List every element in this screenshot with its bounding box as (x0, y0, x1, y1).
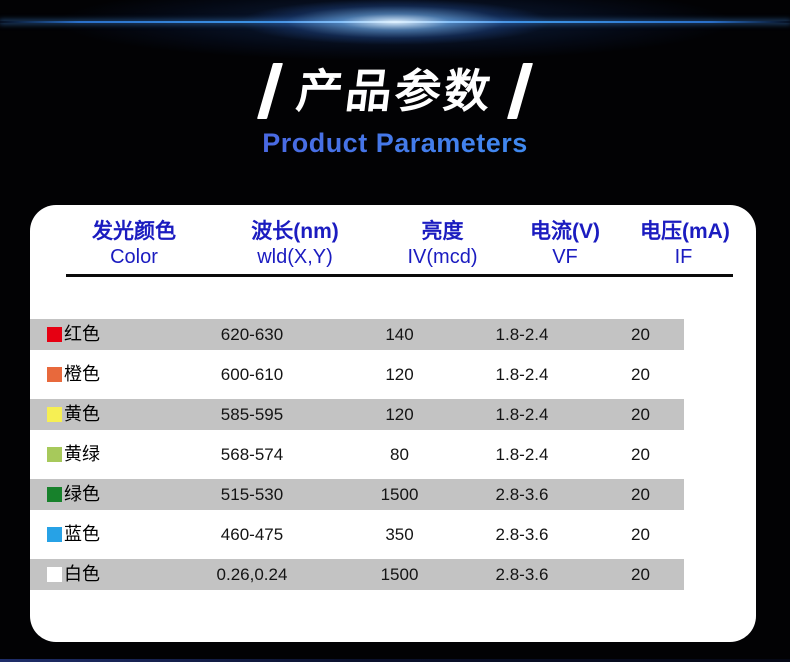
slash-right-icon (506, 63, 534, 119)
parameters-panel: 发光颜色 Color 波长(nm) wld(X,Y) 亮度 IV(mcd) 电流… (30, 205, 756, 642)
color-swatch (47, 527, 62, 542)
table-row: 橙色 600-610 120 1.8-2.4 20 (30, 359, 684, 390)
column-header-en: IV(mcd) (407, 246, 478, 268)
wavelength-cell: 585-595 (220, 405, 284, 424)
color-swatch (47, 487, 62, 502)
slash-left-icon (256, 63, 284, 119)
table-column-header: 电流(V) VF (490, 219, 640, 270)
table-row: 蓝色 460-475 350 2.8-3.6 20 (30, 519, 684, 550)
current-cell: 1.8-2.4 (495, 405, 549, 424)
wavelength-cell: 568-574 (220, 445, 284, 464)
color-cell: 绿色 (30, 479, 152, 510)
color-cell: 橙色 (30, 359, 152, 390)
table-row: 绿色 515-530 1500 2.8-3.6 20 (30, 479, 684, 510)
column-header-cn: 电流(V) (530, 220, 600, 243)
column-header-cn: 发光颜色 (92, 220, 176, 243)
wavelength-cell: 515-530 (220, 485, 284, 504)
color-swatch (47, 327, 62, 342)
color-cell: 黄绿 (30, 439, 152, 470)
section-title: 产品参数 (0, 60, 790, 122)
color-label: 黄绿 (64, 444, 100, 464)
table-column-header: 发光颜色 Color (73, 219, 195, 270)
voltage-cell: 20 (631, 405, 650, 424)
wavelength-cell: 600-610 (220, 365, 284, 384)
column-header-cn: 波长(nm) (251, 220, 339, 243)
color-label: 绿色 (64, 484, 100, 504)
current-cell: 1.8-2.4 (495, 445, 549, 464)
column-header-en: Color (110, 246, 158, 268)
table-header-row: 发光颜色 Color 波长(nm) wld(X,Y) 亮度 IV(mcd) 电流… (73, 205, 730, 270)
wavelength-cell: 620-630 (220, 325, 284, 344)
color-swatch (47, 367, 62, 382)
color-cell: 蓝色 (30, 519, 152, 550)
voltage-cell: 20 (631, 325, 650, 344)
top-flare-hotspot (185, 0, 605, 53)
color-swatch (47, 407, 62, 422)
page-title: 产品参数 (293, 65, 497, 117)
current-cell: 2.8-3.6 (495, 525, 549, 544)
column-header-cn: 电压(mA) (640, 220, 730, 243)
table-body: 红色 620-630 140 1.8-2.4 20 橙色 600-610 120… (30, 319, 756, 590)
brightness-cell: 1500 (380, 485, 419, 504)
page-subtitle: Product Parameters (0, 128, 790, 159)
column-header-cn: 亮度 (421, 220, 464, 243)
voltage-cell: 20 (631, 445, 650, 464)
voltage-cell: 20 (631, 565, 650, 584)
color-cell: 白色 (30, 559, 152, 590)
brightness-cell: 80 (390, 445, 409, 464)
voltage-cell: 20 (631, 485, 650, 504)
color-swatch (47, 567, 62, 582)
current-cell: 2.8-3.6 (495, 485, 549, 504)
column-header-en: wld(X,Y) (257, 246, 333, 268)
brightness-cell: 120 (385, 365, 414, 384)
brightness-cell: 1500 (380, 565, 419, 584)
color-label: 橙色 (64, 364, 100, 384)
color-label: 红色 (64, 324, 100, 344)
color-label: 蓝色 (64, 524, 100, 544)
brightness-cell: 120 (385, 405, 414, 424)
color-cell: 黄色 (30, 399, 152, 430)
brightness-cell: 350 (385, 525, 414, 544)
color-label: 黄色 (64, 404, 100, 424)
voltage-cell: 20 (631, 365, 650, 384)
bottom-glow-line (0, 659, 790, 662)
table-column-header: 亮度 IV(mcd) (395, 219, 490, 270)
current-cell: 2.8-3.6 (495, 565, 549, 584)
current-cell: 1.8-2.4 (495, 325, 549, 344)
color-label: 白色 (64, 564, 100, 584)
current-cell: 1.8-2.4 (495, 365, 549, 384)
voltage-cell: 20 (631, 525, 650, 544)
wavelength-cell: 0.26,0.24 (216, 565, 288, 584)
color-swatch (47, 447, 62, 462)
table-row: 白色 0.26,0.24 1500 2.8-3.6 20 (30, 559, 684, 590)
table-column-header: 波长(nm) wld(X,Y) (195, 219, 395, 270)
table-row: 黄绿 568-574 80 1.8-2.4 20 (30, 439, 684, 470)
wavelength-cell: 460-475 (220, 525, 284, 544)
table-row: 黄色 585-595 120 1.8-2.4 20 (30, 399, 684, 430)
table-column-header: 电压(mA) IF (640, 219, 730, 270)
header-divider (66, 274, 733, 277)
color-cell: 红色 (30, 319, 152, 350)
table-row: 红色 620-630 140 1.8-2.4 20 (30, 319, 684, 350)
column-header-en: VF (552, 246, 578, 268)
brightness-cell: 140 (385, 325, 414, 344)
column-header-en: IF (674, 246, 693, 268)
